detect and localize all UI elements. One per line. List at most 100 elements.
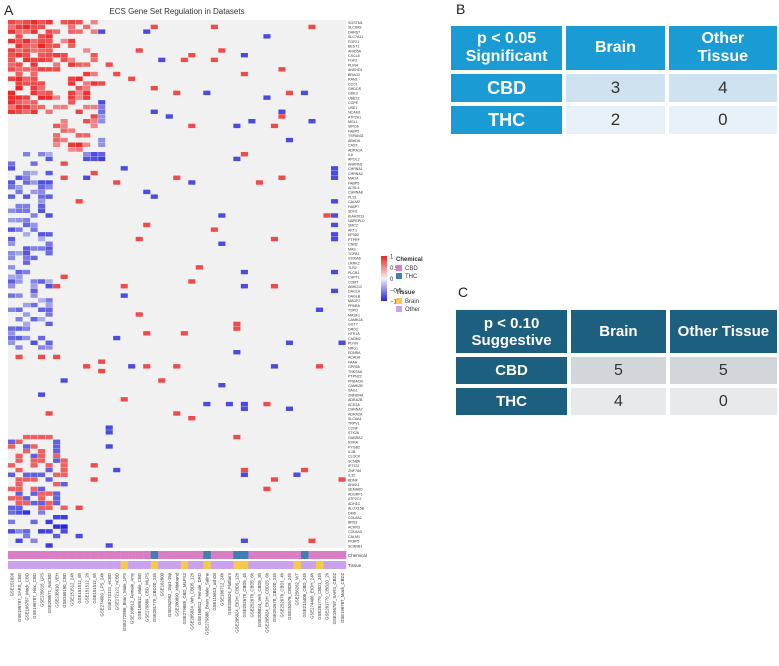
heatmap-cell [38, 434, 46, 440]
heatmap-cell [23, 302, 31, 308]
heatmap-cell [45, 95, 53, 100]
heatmap-cell [15, 505, 23, 510]
heatmap-cell [240, 538, 248, 543]
heatmap-cell [270, 236, 278, 242]
dataset-label: GSE168612_Male_CBD [137, 573, 142, 620]
heatmap-cell [38, 236, 46, 242]
heatmap-cell [240, 152, 248, 157]
heatmap-cell [23, 434, 31, 440]
heatmap-cell [38, 81, 46, 86]
dataset-label: GSE252678_CBD20_24h [272, 572, 277, 622]
heatmap-cell [15, 538, 23, 543]
heatmap-cell [15, 317, 23, 322]
heatmap-cell [38, 104, 46, 110]
heatmap-cell [23, 48, 31, 53]
heatmap-cell [75, 147, 83, 152]
heatmap-cell [68, 128, 76, 133]
heatmap-cell [8, 166, 16, 171]
heatmap-cell [53, 491, 61, 496]
chemical-annotation-cell [75, 551, 84, 559]
heatmap-cell [38, 500, 46, 506]
heatmap-cell [338, 477, 346, 482]
heatmap-cell [75, 505, 83, 510]
heatmap-cell [53, 62, 61, 67]
heatmap-cell [30, 463, 38, 468]
gene-label: CNN2 [348, 243, 358, 247]
heatmap-cell [8, 236, 16, 242]
tablec-header-1: Brain [569, 308, 668, 355]
heatmap-cell [23, 170, 31, 176]
chemical-annotation-cell [113, 551, 121, 559]
gene-label: CAMK2B [348, 384, 363, 388]
heatmap-cell [38, 335, 46, 341]
heatmap-cell [285, 340, 294, 345]
heatmap-cell [15, 477, 23, 482]
heatmap-cell [38, 90, 46, 96]
chemical-annotation-cell [330, 551, 339, 559]
chemical-annotation-cell [180, 551, 189, 559]
heatmap-cell [30, 227, 38, 232]
heatmap-cell [30, 20, 38, 25]
heatmap-cell [30, 453, 38, 459]
heatmap-cell [53, 449, 61, 454]
heatmap-cell [128, 364, 136, 369]
tissue-annotation-cell [210, 561, 219, 569]
heatmap-cell [23, 109, 31, 114]
heatmap-cell [113, 180, 121, 185]
heatmap-cell [23, 472, 31, 477]
heatmap-cell [338, 340, 346, 345]
gene-label: SEMA6D [348, 488, 363, 492]
heatmap-cell [38, 354, 46, 360]
heatmap-cell [23, 444, 31, 449]
tableb-row-label: CBD [449, 72, 565, 104]
heatmap-cell [15, 467, 23, 473]
tissue-annotation-cell [143, 561, 151, 569]
heatmap-cell [15, 335, 23, 341]
heatmap-cell [240, 53, 248, 58]
tissue-annotation-cell [75, 561, 84, 569]
heatmap-cell [15, 510, 23, 515]
heatmap-cell [240, 467, 248, 473]
heatmap-cell [23, 76, 31, 81]
gene-label: CHRNA8 [348, 191, 363, 195]
heatmap-cell [23, 43, 31, 48]
heatmap-cell [128, 76, 136, 81]
gene-label: MASF1 [348, 313, 360, 317]
heatmap-cell [8, 57, 16, 63]
dataset-label: GSE272121_nCBD [114, 573, 119, 610]
gene-label: FABP5 [348, 129, 359, 133]
gene-label: CCNF [348, 426, 359, 430]
heatmap-cell [135, 312, 143, 317]
heatmap-cell [90, 170, 98, 176]
heatmap-cell [45, 298, 53, 303]
gene-label: BRAG2 [348, 73, 360, 77]
heatmap-cell [30, 104, 38, 110]
heatmap-cell [330, 175, 339, 180]
tissue-annotation-cell [188, 561, 196, 569]
heatmap-cell [285, 90, 294, 96]
heatmap-cell [15, 34, 23, 39]
heatmap-cell [23, 152, 31, 157]
heatmap-cell [38, 38, 46, 44]
heatmap-cell [233, 326, 241, 331]
gene-label: COL6A3 [348, 530, 362, 534]
gene-label: FGF2 [348, 59, 357, 63]
heatmap-cell [38, 194, 46, 199]
heatmap-cell [15, 529, 23, 534]
tissue-annotation-cell [158, 561, 166, 569]
heatmap-cell [38, 86, 46, 91]
gene-label: FABP7 [348, 205, 359, 209]
heatmap-cell [98, 81, 106, 86]
gene-label: FABP5 [348, 181, 359, 185]
heatmap-cell [68, 57, 76, 63]
gene-label: PTPN22 [348, 375, 362, 379]
heatmap-cell [8, 20, 16, 25]
heatmap-cell [38, 505, 46, 510]
heatmap-cell [15, 208, 23, 213]
gene-label: STK26 [348, 431, 359, 435]
gene-label: SLC6A4 [348, 417, 361, 421]
gene-label: GABRA2 [348, 436, 363, 440]
heatmap-cell [330, 236, 339, 242]
heatmap-cell [68, 147, 76, 152]
chemical-annotation-cell [218, 551, 227, 559]
